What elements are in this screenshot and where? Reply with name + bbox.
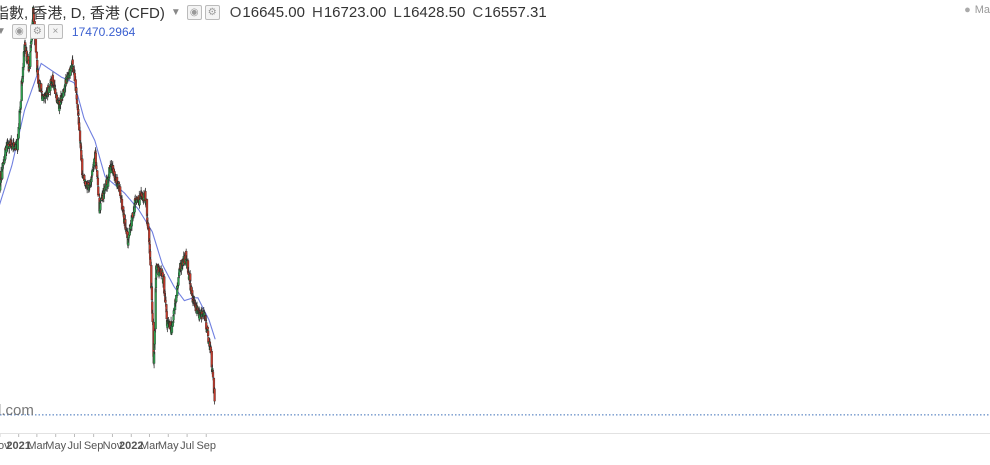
candle-down — [207, 331, 209, 336]
candle-down — [97, 178, 99, 185]
open-value: 16645.00 — [242, 4, 305, 21]
close-label: C — [472, 4, 483, 21]
symbol-title[interactable]: 指數, 香港, D, 香港 (CFD) — [0, 2, 165, 23]
high-value: 16723.00 — [324, 4, 387, 21]
candle-down — [35, 38, 37, 52]
candle-down — [95, 153, 97, 163]
x-tick-label: May — [45, 440, 66, 452]
candle-up — [100, 200, 102, 201]
candle-up — [173, 311, 175, 315]
candle-down — [212, 372, 214, 377]
candle-down — [76, 100, 78, 104]
candle-down — [48, 94, 50, 95]
candle-up — [154, 331, 156, 344]
candle-down — [97, 187, 99, 195]
candle-up — [20, 102, 22, 109]
candle-down — [95, 166, 97, 169]
candle-up — [99, 203, 101, 210]
x-tick-label: May — [158, 440, 179, 452]
x-tick-label: Sep — [196, 440, 216, 452]
candle-down — [36, 52, 38, 58]
candle-down — [165, 300, 167, 302]
x-tick-label: Jul — [67, 440, 81, 452]
candle-down — [151, 287, 153, 300]
candle-up — [17, 139, 19, 150]
candle-down — [207, 327, 209, 329]
candle-up — [155, 289, 157, 329]
gear-icon[interactable]: ⚙ — [205, 5, 220, 20]
candle-up — [161, 271, 163, 272]
candle-up — [132, 217, 134, 218]
candle-up — [171, 326, 173, 332]
candle-down — [27, 56, 29, 60]
candle-up — [139, 200, 141, 205]
candle-down — [41, 91, 43, 92]
gear-icon[interactable]: ⚙ — [30, 24, 45, 39]
x-tick-label: Jul — [180, 440, 194, 452]
watermark: l.com — [0, 402, 34, 419]
candle-up — [19, 112, 21, 113]
candle-down — [72, 60, 74, 65]
candle-up — [178, 277, 180, 285]
x-tick-label: Sep — [84, 440, 104, 452]
low-label: L — [393, 4, 401, 21]
candles-group — [0, 6, 216, 405]
close-icon[interactable]: × — [48, 24, 63, 39]
status-dot-icon: ● — [964, 4, 971, 16]
ma-value: 17470.2964 — [72, 25, 135, 39]
candle-up — [108, 177, 110, 179]
market-status-label: Ma — [975, 4, 990, 16]
x-axis-ticks: Nov2021MarMayJulSepNov2022MarMayJulSep — [0, 433, 216, 452]
candle-down — [54, 89, 56, 93]
open-label: O — [230, 4, 242, 21]
eye-icon[interactable]: ◉ — [12, 24, 27, 39]
candle-up — [29, 52, 31, 67]
low-value: 16428.50 — [403, 4, 466, 21]
close-value: 16557.31 — [484, 4, 547, 21]
candle-down — [78, 114, 80, 116]
ma-line — [0, 63, 215, 339]
moving-average-group — [0, 63, 215, 339]
market-status: ● Ma — [964, 4, 990, 16]
x-axis-line — [0, 433, 990, 434]
chevron-down-icon[interactable]: ▼ — [171, 7, 181, 18]
x-tick-label: Mar — [27, 440, 46, 452]
x-tick-label: Mar — [140, 440, 159, 452]
chevron-down-icon[interactable]: ▼ — [0, 26, 6, 37]
eye-icon[interactable]: ◉ — [187, 5, 202, 20]
ma-legend: ▼ ◉ ⚙ × 17470.2964 — [0, 24, 135, 39]
high-label: H — [312, 4, 323, 21]
candle-down — [214, 389, 216, 401]
candle-down — [79, 131, 81, 142]
